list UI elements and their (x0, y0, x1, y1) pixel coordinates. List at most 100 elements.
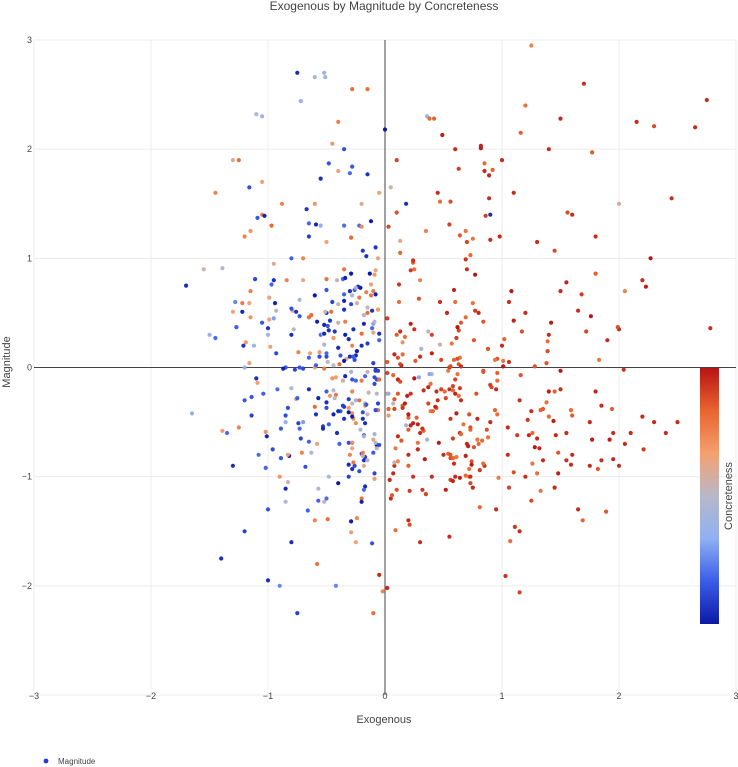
data-point (488, 237, 493, 242)
data-point (412, 267, 417, 272)
data-point (477, 468, 482, 473)
data-point (458, 364, 464, 369)
data-point (342, 223, 347, 228)
data-point (535, 239, 540, 245)
data-point (350, 446, 355, 451)
data-point (343, 275, 348, 281)
data-point (416, 296, 421, 301)
data-point (511, 318, 516, 323)
data-point (325, 517, 330, 522)
data-point (455, 372, 460, 377)
data-point (588, 314, 594, 319)
data-point (338, 353, 343, 358)
data-point (487, 196, 492, 201)
data-point (309, 450, 314, 455)
data-point (392, 352, 397, 357)
data-point (448, 416, 453, 421)
zero-lines (34, 40, 736, 695)
data-point (370, 308, 375, 313)
data-point (326, 161, 331, 166)
data-point (305, 508, 310, 513)
data-point (336, 119, 341, 124)
data-point (595, 466, 601, 472)
data-point (342, 298, 347, 303)
data-point (437, 299, 443, 305)
data-point (411, 474, 416, 479)
data-point (437, 199, 443, 204)
data-point (317, 354, 322, 359)
data-point (373, 245, 378, 250)
data-point (340, 403, 345, 408)
data-point (643, 284, 649, 289)
data-point (570, 212, 575, 217)
data-point (312, 201, 317, 206)
data-point (427, 372, 432, 377)
data-point (444, 310, 450, 315)
data-point (249, 413, 254, 418)
data-point (353, 378, 358, 383)
data-point (496, 475, 501, 480)
data-point (352, 463, 357, 468)
data-point (372, 432, 377, 437)
data-point (264, 434, 269, 439)
data-point (407, 522, 412, 527)
data-point (387, 477, 392, 482)
data-point (351, 354, 356, 359)
data-point (254, 112, 259, 117)
data-point (315, 441, 320, 446)
data-point (473, 308, 478, 313)
data-point (359, 224, 364, 229)
data-point (220, 428, 225, 433)
data-point (508, 539, 513, 544)
data-point (394, 332, 399, 337)
data-point (342, 358, 347, 363)
data-point (576, 507, 581, 512)
data-point (457, 475, 462, 480)
data-point (361, 487, 366, 492)
data-point (537, 446, 542, 451)
data-point (434, 389, 439, 394)
data-point (451, 461, 457, 466)
data-point (530, 461, 535, 466)
data-point (408, 268, 413, 273)
data-point (552, 485, 557, 490)
data-point (616, 463, 622, 468)
data-point (454, 454, 459, 460)
data-point (357, 469, 362, 474)
data-point (295, 396, 300, 401)
data-point (360, 453, 365, 458)
data-point (463, 473, 468, 478)
data-point (361, 463, 366, 468)
data-point (336, 320, 341, 325)
data-point (364, 254, 369, 259)
data-point (518, 373, 523, 378)
data-point (336, 409, 341, 414)
data-point (236, 425, 241, 430)
data-point (306, 221, 311, 226)
data-point (530, 430, 535, 436)
data-point (430, 409, 436, 414)
data-point (535, 436, 540, 441)
data-point (315, 319, 320, 324)
data-point (467, 466, 472, 472)
data-point (593, 234, 598, 239)
data-point (622, 441, 628, 446)
data-point (263, 465, 268, 470)
data-point (372, 319, 377, 324)
data-point (599, 403, 604, 408)
data-point (415, 422, 420, 427)
data-point (377, 377, 382, 382)
legend[interactable]: Magnitude (43, 757, 96, 766)
data-point (449, 341, 454, 346)
data-point (292, 367, 297, 372)
data-point (269, 223, 274, 228)
data-point (213, 190, 218, 195)
data-point (347, 452, 352, 457)
data-point (336, 481, 341, 486)
data-point (411, 421, 416, 426)
data-point (330, 299, 335, 305)
data-point (385, 359, 390, 365)
data-point (443, 396, 448, 401)
data-point (538, 488, 543, 493)
data-point (289, 540, 294, 545)
